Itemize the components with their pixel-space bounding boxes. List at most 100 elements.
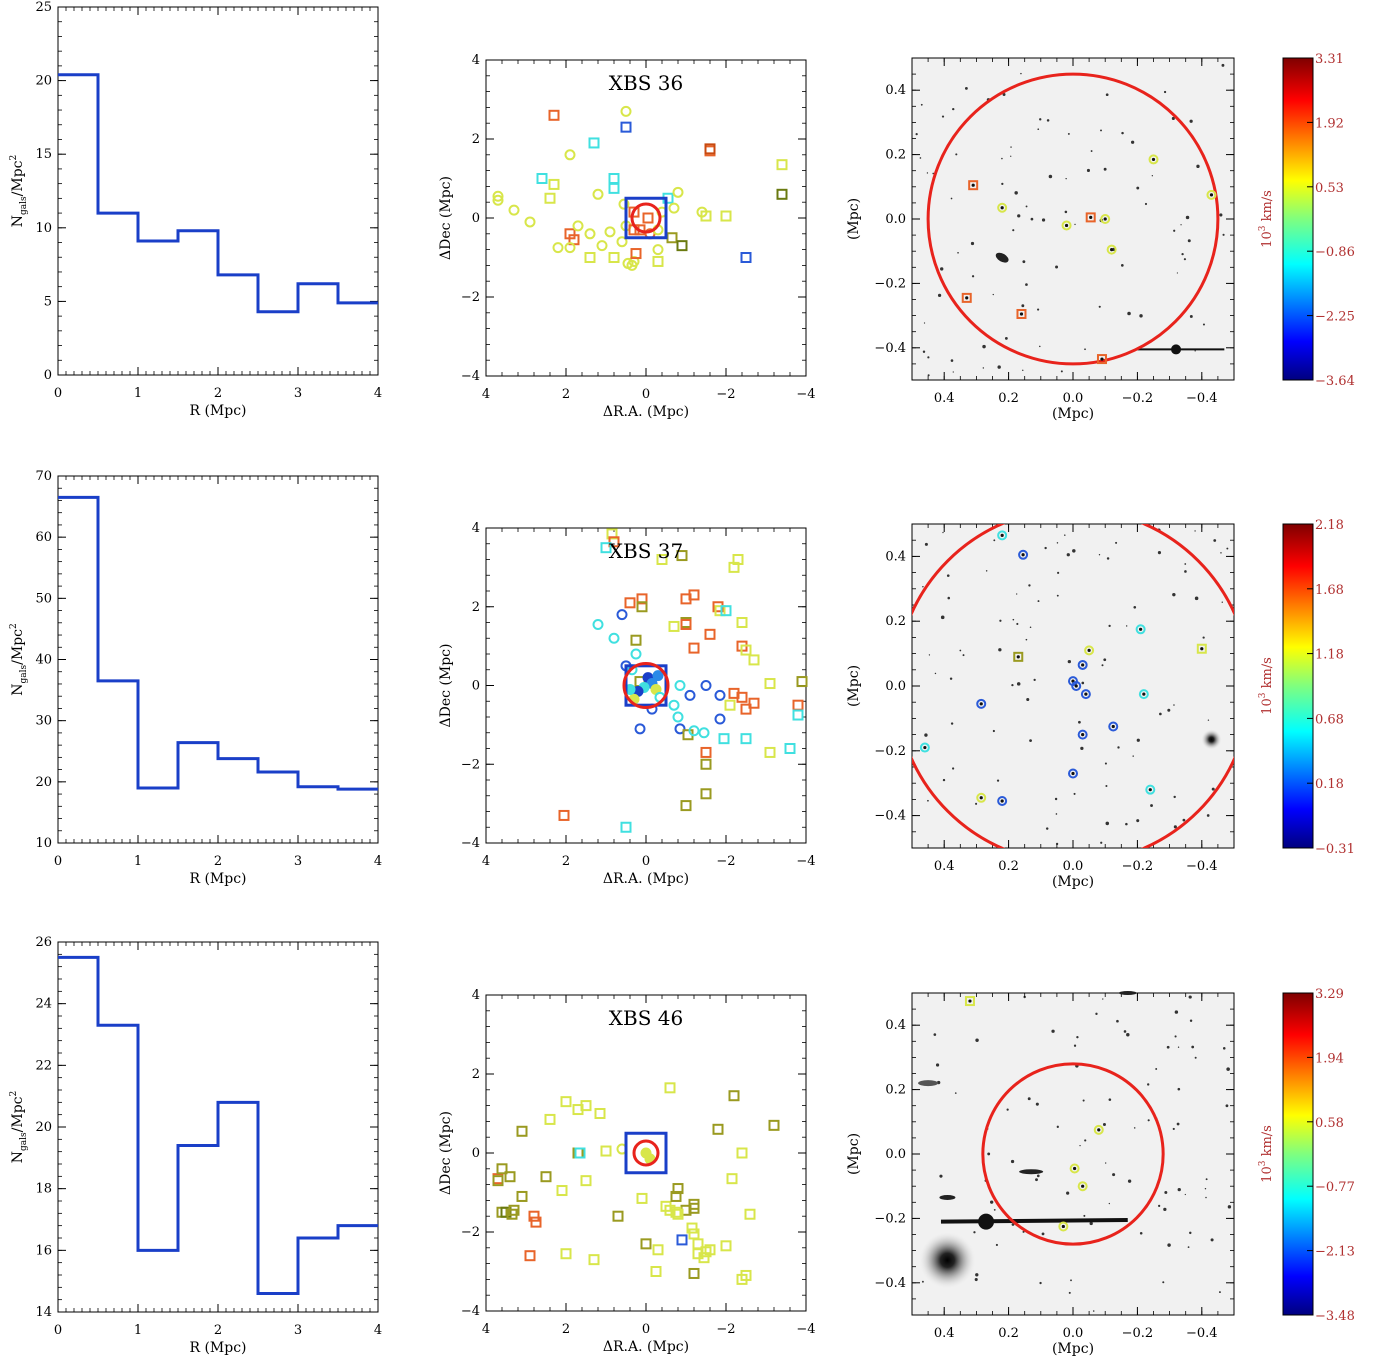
center-box — [624, 664, 668, 707]
star — [1147, 1083, 1150, 1086]
data-point — [564, 242, 576, 254]
data-point — [714, 689, 726, 701]
data-point — [997, 202, 1008, 213]
star — [1174, 1035, 1177, 1038]
star — [1046, 119, 1050, 122]
star — [1055, 265, 1059, 269]
star — [995, 1243, 998, 1247]
data-point — [700, 788, 712, 800]
x-tick-label: 4 — [374, 386, 382, 401]
data-point — [516, 1190, 528, 1202]
star — [975, 1038, 979, 1042]
data-point — [656, 554, 668, 565]
colorbar — [1282, 57, 1314, 381]
star — [1150, 804, 1153, 807]
star — [1202, 636, 1205, 639]
x-tick-label: 0 — [54, 1323, 62, 1338]
data-point — [560, 1096, 572, 1108]
star — [933, 1033, 937, 1036]
data-point — [686, 1222, 698, 1234]
star — [1164, 1190, 1168, 1194]
star — [952, 107, 955, 111]
data-point — [720, 605, 732, 617]
star — [985, 570, 988, 572]
star — [1144, 202, 1148, 206]
star — [1014, 191, 1018, 195]
data-point — [672, 1208, 684, 1220]
star — [1079, 1145, 1081, 1147]
star — [1016, 682, 1021, 686]
star — [1219, 213, 1223, 217]
galaxy-core — [1100, 357, 1104, 361]
star — [1182, 818, 1186, 822]
data-point — [674, 723, 686, 735]
star — [998, 648, 1002, 652]
data-point — [524, 1250, 536, 1262]
galaxy-core — [1021, 553, 1025, 557]
galaxy-core — [1151, 157, 1156, 162]
data-point — [736, 691, 748, 703]
data-point — [688, 725, 700, 737]
star — [1127, 1179, 1132, 1183]
star — [1117, 746, 1120, 749]
data-point — [688, 642, 700, 654]
star — [1171, 116, 1175, 121]
data-point — [714, 713, 726, 725]
star — [1159, 712, 1162, 716]
data-point — [776, 159, 788, 171]
star — [940, 615, 945, 620]
star — [947, 596, 951, 600]
points-group — [492, 105, 788, 271]
star — [927, 799, 929, 802]
chart-panel-4: 4 2 0 −2 −4 −4 −2 0 2 4 XBS 37 ΔR.A. (Mpc) ΔDec (Mpc… — [438, 521, 816, 887]
data-point — [728, 561, 740, 573]
star — [1221, 63, 1225, 67]
colorbar-tick-label: −2.13 — [1315, 1245, 1355, 1260]
star — [1016, 622, 1019, 625]
star — [1106, 557, 1110, 560]
y-tick-label: 15 — [35, 147, 52, 162]
data-point — [630, 648, 642, 660]
star — [1202, 323, 1205, 326]
x-tick-label: 2 — [214, 386, 222, 401]
data-point — [630, 248, 642, 260]
data-point — [676, 550, 688, 562]
chart-panel-5: 0.4 0.2 0.0 −0.2 −0.4 −0.4 −0.2 0.0 0.2 0.4 (Mpc) (… — [846, 518, 1355, 890]
x-tick-label: 2 — [214, 854, 222, 869]
colorbar-tick-label: 1.94 — [1315, 1051, 1344, 1066]
data-point — [1106, 244, 1117, 255]
colorbar — [1282, 523, 1314, 849]
star — [1187, 239, 1191, 243]
data-point — [1077, 729, 1088, 740]
data-point — [1108, 721, 1119, 732]
star — [1041, 218, 1046, 222]
star — [1048, 174, 1053, 179]
star — [1172, 1127, 1175, 1130]
star — [1073, 792, 1076, 795]
center-circle — [630, 202, 662, 234]
star — [1167, 708, 1171, 712]
star — [1051, 1029, 1055, 1033]
x-tick-label: 2 — [562, 854, 570, 869]
colorbar-tick-label: 0.58 — [1315, 1116, 1344, 1131]
star — [1039, 1281, 1042, 1285]
colorbar-tick-label: 2.18 — [1315, 518, 1344, 533]
star — [1194, 1056, 1197, 1059]
x-tick-label: 0.2 — [998, 391, 1019, 406]
star — [950, 722, 954, 725]
y-tick-label: 25 — [35, 0, 52, 15]
data-point — [919, 742, 930, 753]
y-tick-label: 0.4 — [885, 83, 906, 98]
data-point — [748, 697, 760, 709]
y-tick-label: −0.4 — [874, 809, 906, 824]
galaxy-core — [1087, 648, 1091, 652]
data-point — [536, 173, 548, 184]
star — [1037, 128, 1040, 131]
star — [1023, 995, 1026, 999]
galaxy-core — [1074, 684, 1078, 688]
galaxy-core — [1081, 1184, 1085, 1188]
x-tick-label: −0.4 — [1186, 859, 1218, 874]
y-tick-label: 20 — [35, 775, 52, 790]
star — [1157, 551, 1162, 555]
galaxy-core — [971, 183, 975, 187]
